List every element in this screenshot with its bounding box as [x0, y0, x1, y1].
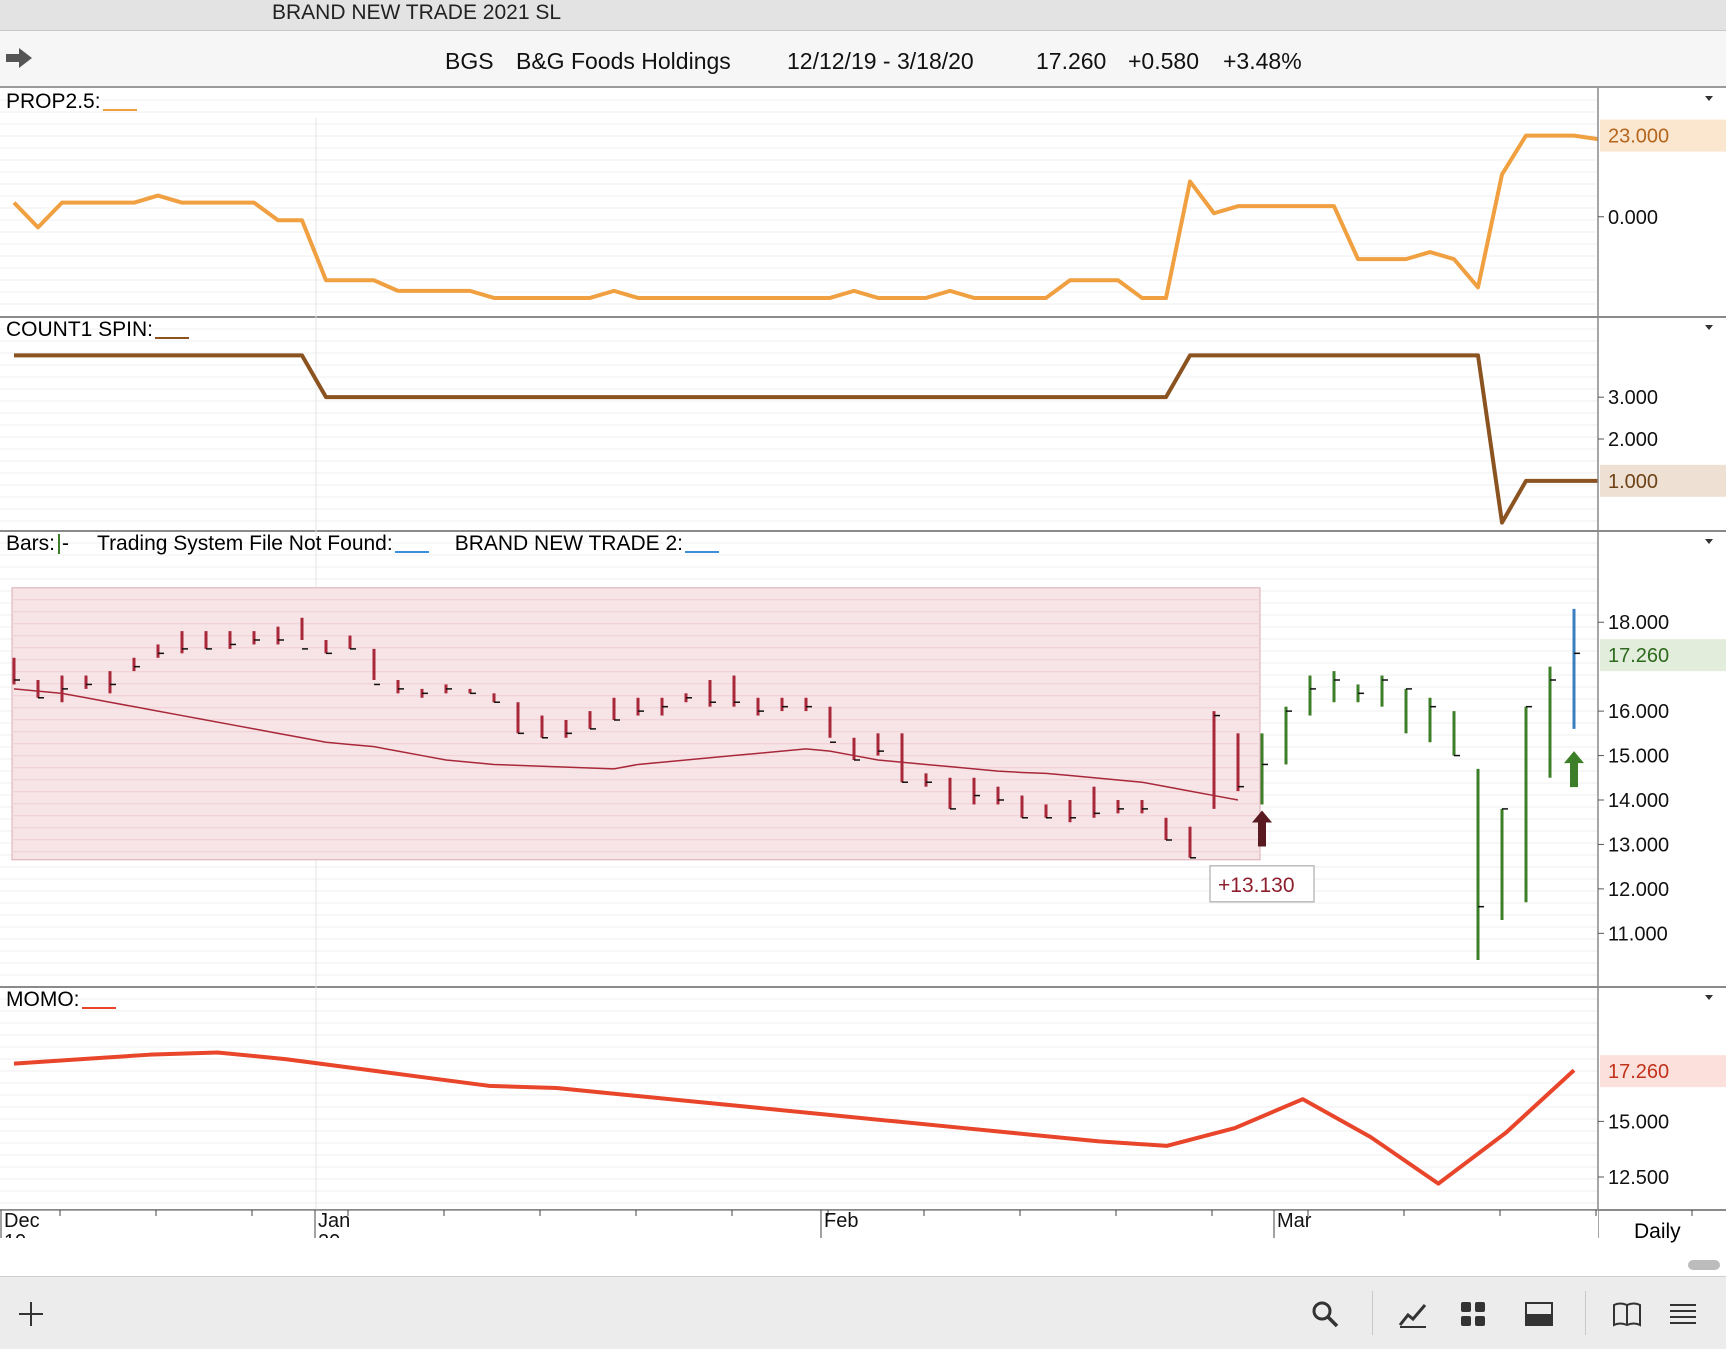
arrow-right-icon[interactable]: [4, 45, 34, 71]
price-tick-label: 14.000: [1608, 790, 1669, 812]
bars-pane-label: Bars: - Trading System File Not Found: BRAN…: [6, 532, 720, 556]
price-tick-label: 18.000: [1608, 612, 1669, 634]
grid-icon[interactable]: [1458, 1299, 1488, 1329]
symbol-header: BGS B&G Foods Holdings 12/12/19 - 3/18/2…: [0, 31, 1726, 88]
momo-tick-label: 15.000: [1608, 1111, 1669, 1133]
book-icon[interactable]: [1612, 1299, 1642, 1329]
x-axis-month-label: Dec: [4, 1210, 40, 1232]
price-value-badge-bg: [1600, 639, 1726, 672]
last-price: 17.260: [1036, 48, 1107, 74]
price-change-percent: +3.48%: [1223, 48, 1302, 74]
prop-value-badge-bg: [1600, 119, 1726, 152]
momo-tick-label: 12.500: [1608, 1167, 1669, 1189]
moving-average-line: [13, 688, 1239, 801]
x-axis-month-label: Jan: [318, 1210, 350, 1232]
price-value-badge: 17.260: [1608, 645, 1669, 667]
price-tick-label: 15.000: [1608, 746, 1669, 768]
pane-menu-icon: [1705, 539, 1713, 544]
pane-menu-icon: [1705, 995, 1713, 1000]
count-series: [14, 353, 1598, 525]
chart-axes: 0.000 3.000 2.000 18.000 16.000 15.000 14.000 1…: [0, 88, 1713, 1238]
price-tick-label: 16.000: [1608, 701, 1669, 723]
exit-arrow-icon: [1564, 751, 1584, 788]
panel-icon[interactable]: [1524, 1299, 1554, 1329]
line-chart-icon[interactable]: [1398, 1299, 1428, 1329]
pane-menu-icon: [1705, 96, 1713, 101]
prop-line: [12, 133, 1599, 300]
price-bars: +13.130: [12, 608, 1584, 960]
price-tick-label: 13.000: [1608, 834, 1669, 856]
value-badges: 23.000 1.000 17.260 17.260: [1600, 119, 1726, 1088]
menu-icon[interactable]: [1668, 1299, 1698, 1329]
bottom-toolbar: [0, 1276, 1726, 1349]
plus-icon[interactable]: [16, 1299, 46, 1329]
prop-pane-label: PROP2.5:: [6, 90, 137, 114]
chart-canvas[interactable]: +13.130 0.000 3.000 2.000 18.000 16.000 15.00…: [0, 88, 1726, 1238]
x-axis-year-label: 20: [318, 1231, 340, 1238]
window-titlebar: BRAND NEW TRADE 2021 SL: [0, 0, 1726, 31]
price-tick-label: 11.000: [1608, 923, 1668, 945]
momo-line: [13, 1050, 1576, 1186]
price-change: +0.580: [1128, 48, 1199, 74]
prop-series: [12, 133, 1599, 300]
count-value-badge: 1.000: [1608, 471, 1658, 493]
price-tick-label: 12.000: [1608, 879, 1669, 901]
prop-tick-label: 0.000: [1608, 207, 1658, 229]
x-axis-month-label: Feb: [824, 1210, 858, 1232]
trade-profit-label: +13.130: [1218, 874, 1295, 897]
horizontal-scrollbar[interactable]: [1688, 1260, 1720, 1270]
momo-pane-label: MOMO:: [6, 988, 116, 1012]
company-name: B&G Foods Holdings: [516, 48, 731, 74]
toolbar-separator: [1372, 1291, 1373, 1335]
trade-zone: [11, 587, 1261, 861]
momo-series: [13, 1050, 1576, 1186]
date-range: 12/12/19 - 3/18/20: [787, 48, 974, 74]
trade-profit-box: [1209, 865, 1315, 903]
symbol-ticker: BGS: [445, 48, 494, 74]
prop-value-badge: 23.000: [1608, 126, 1669, 148]
count-pane-label: COUNT1 SPIN:: [6, 318, 190, 342]
count-line: [14, 353, 1598, 525]
interval-selector[interactable]: Daily: [1634, 1220, 1681, 1243]
x-axis-year-label: 19: [4, 1231, 26, 1238]
window-title: BRAND NEW TRADE 2021 SL: [272, 1, 562, 24]
momo-value-badge-bg: [1600, 1055, 1726, 1088]
count-tick-label: 3.000: [1608, 387, 1658, 409]
entry-arrow-icon: [1252, 810, 1272, 847]
count-value-badge-bg: [1600, 464, 1726, 497]
x-axis-month-label: Mar: [1277, 1210, 1312, 1232]
pane-menu-icon: [1705, 325, 1713, 330]
count-tick-label: 2.000: [1608, 429, 1658, 451]
search-icon[interactable]: [1310, 1299, 1340, 1329]
toolbar-separator: [1585, 1291, 1586, 1335]
trade-shading: [11, 587, 1261, 861]
momo-value-badge: 17.260: [1608, 1061, 1669, 1083]
